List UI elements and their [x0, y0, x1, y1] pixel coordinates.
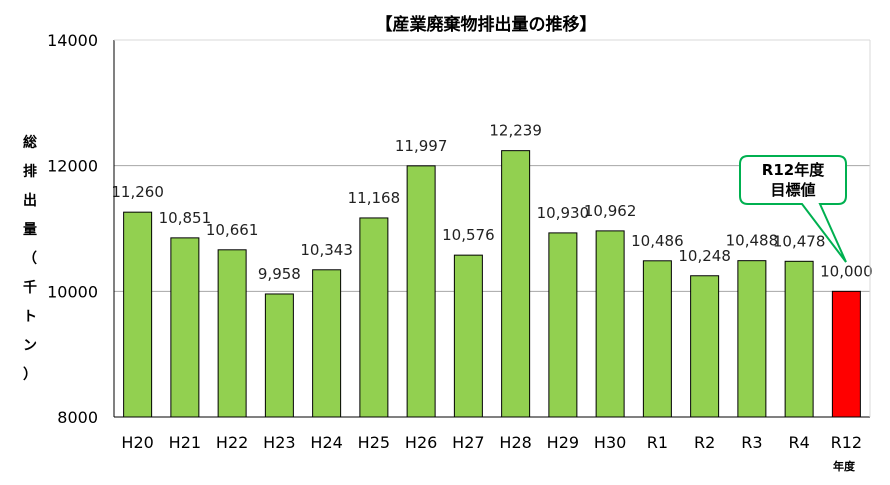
value-label: 11,168 [348, 189, 401, 207]
value-label: 10,488 [726, 232, 779, 250]
value-label: 10,000 [820, 262, 873, 280]
x-tick-label: H21 [169, 433, 201, 452]
value-label: 10,930 [537, 204, 590, 222]
y-axis-label-char: ン [23, 338, 37, 354]
value-label: 10,486 [631, 232, 684, 250]
y-tick-label: 10000 [47, 282, 98, 301]
x-axis-sublabel: 年度 [833, 459, 856, 473]
x-tick-label: R12 [831, 433, 862, 452]
y-axis-label-char: 総 [23, 134, 37, 151]
bar [217, 249, 247, 418]
y-axis-label-char: ト [23, 309, 37, 325]
axes [113, 39, 871, 418]
bar [359, 217, 389, 418]
value-label: 10,248 [678, 247, 731, 265]
x-tick-label: H23 [263, 433, 295, 452]
y-axis-label-char: 千 [23, 279, 37, 296]
value-label: 10,661 [206, 221, 259, 239]
x-tick-label: H24 [310, 433, 342, 452]
callout-bubble [739, 155, 847, 263]
value-label: 10,478 [773, 232, 826, 250]
value-label: 10,851 [159, 209, 212, 227]
x-tick-label: R1 [647, 433, 668, 452]
y-tick-label: 14000 [47, 31, 98, 50]
y-axis-label-char: （ [23, 251, 37, 267]
bar [312, 269, 342, 418]
bar [123, 211, 153, 418]
x-tick-label: H30 [594, 433, 626, 452]
value-label: 10,962 [584, 202, 637, 220]
x-tick-label: H29 [547, 433, 579, 452]
value-label: 10,576 [442, 226, 495, 244]
value-label: 10,343 [300, 241, 353, 259]
x-tick-label: H22 [216, 433, 248, 452]
y-tick-label: 8000 [57, 408, 98, 427]
target-callout: R12年度 目標値 [739, 155, 847, 263]
x-tick-label: R3 [741, 433, 762, 452]
callout-line2: 目標値 [770, 181, 815, 199]
bar [595, 230, 625, 418]
bar [453, 254, 483, 418]
x-tick-labels: H20 H21 H22 H23 H24 H25 H26 H27 H28 H29 H30 R1 R2 R3 R… [121, 433, 862, 452]
value-label: 9,958 [258, 265, 301, 283]
value-label: 12,239 [489, 122, 542, 140]
y-axis-label-char: 排 [23, 163, 37, 180]
bar [406, 165, 436, 418]
bar [784, 260, 814, 418]
bar [690, 275, 720, 418]
x-tick-label: H26 [405, 433, 437, 452]
y-axis-label-char: 出 [23, 192, 37, 209]
bar [170, 237, 200, 418]
y-tick-labels: 8000 10000 12000 14000 [47, 31, 98, 427]
x-tick-label: H28 [499, 433, 531, 452]
x-tick-label: H27 [452, 433, 484, 452]
x-tick-label: R4 [788, 433, 809, 452]
y-axis-label-char: ） [23, 367, 37, 383]
y-tick-label: 12000 [47, 157, 98, 176]
value-label: 11,260 [111, 183, 164, 201]
bar [264, 293, 294, 418]
bar [548, 232, 578, 418]
value-label: 11,997 [395, 137, 448, 155]
bar [737, 260, 767, 418]
x-tick-label: R2 [694, 433, 715, 452]
bar [831, 290, 861, 418]
y-axis-label-char: 量 [23, 222, 37, 238]
bar [501, 150, 531, 418]
callout-line1: R12年度 [762, 161, 825, 179]
chart-title: 【産業廃棄物排出量の推移】 [376, 14, 597, 35]
x-tick-label: H20 [121, 433, 153, 452]
bars [123, 150, 861, 418]
bar [642, 260, 672, 418]
x-tick-label: H25 [358, 433, 390, 452]
